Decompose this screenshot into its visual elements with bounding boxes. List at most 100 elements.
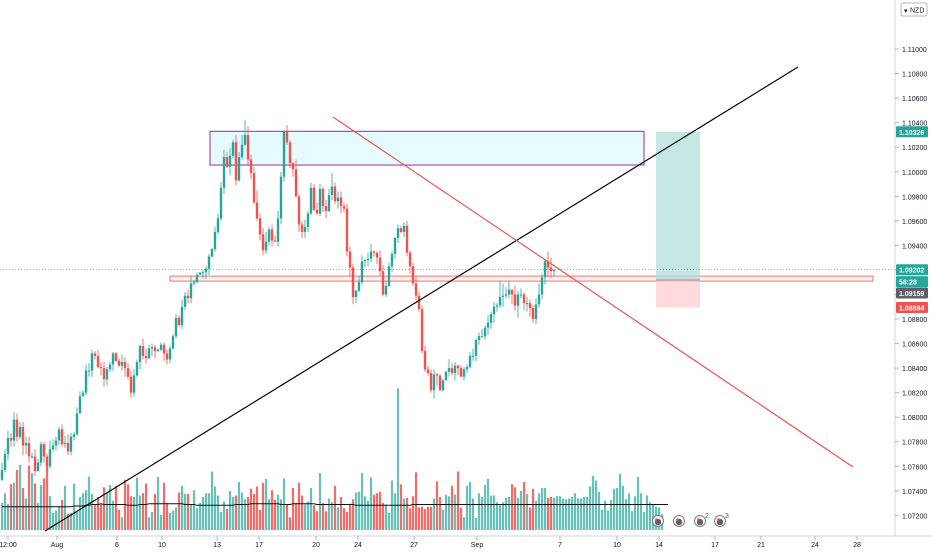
economic-event-icon[interactable] [673,515,685,527]
volume-bar [285,504,289,530]
candle-body [351,267,355,297]
candle-body [105,369,109,380]
event-marker-flag [655,518,658,521]
candle-body [138,346,142,362]
volume-bar [378,491,382,530]
candle-body [435,374,439,376]
volume-bar [309,488,313,530]
candle-body [201,272,205,274]
volume-bar [393,493,397,530]
volume-bar [291,488,295,530]
volume-bar [114,485,118,530]
volume-bar [345,512,349,530]
candle-body [360,261,364,283]
economic-event-icon[interactable]: 3 [714,513,730,527]
candle-body [438,375,442,391]
volume-bar [132,497,136,530]
candle-body [258,218,262,235]
volume-bar [465,485,469,530]
price-tick-label: 1.09800 [902,194,927,201]
volume-bar [636,476,640,530]
candle-body [219,187,223,219]
time-tick-label: 21 [757,542,765,549]
volume-bar [198,503,202,530]
candle-body [315,209,319,214]
volume-bar [435,481,439,530]
candle-body [519,294,523,296]
volume-bar [18,464,22,530]
candle-body [516,294,520,306]
volume-bar [312,505,316,530]
candle-body [156,349,160,351]
candle-body [78,396,82,414]
volume-bar [54,510,58,530]
volume-bar [75,512,79,530]
volume-bar [414,472,418,530]
volume-bar [327,498,331,530]
candle-body [444,371,448,381]
volume-bar [21,488,25,530]
volume-bar [189,504,193,530]
volume-bar [63,485,67,530]
volume-bar [222,501,226,530]
volume-bar [612,488,616,530]
currency-badge[interactable]: ▾ NZD [900,2,928,17]
price-tick-label: 1.10000 [902,170,927,177]
volume-bar [357,491,361,530]
candle-body [102,368,106,380]
candle-body [270,229,274,241]
volume-bar [207,493,211,530]
candle-body [291,163,295,170]
candle-body [129,376,133,393]
volume-bar [267,499,271,530]
candle-body [261,234,265,251]
volume-bar [621,485,625,530]
time-tick-label: 10 [158,542,166,549]
volume-bar [339,497,343,530]
volume-bar [99,504,103,530]
volume-bar [138,495,142,530]
candle-body [525,303,529,305]
candle-body [33,456,37,472]
price-tick-label: 1.11000 [902,47,927,54]
volume-bar [48,496,52,530]
price-tick-label: 1.07200 [902,513,927,520]
volume-bar [153,494,157,530]
candle-body [108,364,112,370]
candle-body [141,346,145,356]
candle-body [51,445,55,450]
support-zone [169,275,874,282]
candle-body [510,289,514,295]
volume-bar [444,494,448,530]
candle-body [39,444,43,463]
candles-layer [0,120,556,482]
candle-body [330,186,334,196]
candle-body [306,213,310,228]
volume-bar [6,503,10,530]
volume-bar [489,495,493,530]
candle-body [126,368,130,377]
price-label-text: 1.08894 [899,306,924,313]
volume-bar [474,518,478,530]
volume-bar [234,495,238,530]
time-tick-label: 28 [853,542,861,549]
volume-bar [168,512,172,530]
chevron-down-icon: ▾ [904,8,908,15]
price-label-text: 58:28 [899,280,917,287]
volume-bar [42,478,46,530]
candle-body [522,294,526,304]
volume-layer [0,388,668,530]
candle-body [420,309,424,351]
economic-event-icon[interactable] [652,515,664,527]
volume-bar [213,486,217,530]
volume-bar [534,500,538,530]
volume-bar [237,482,241,530]
volume-bar [243,499,247,530]
candle-body [408,252,412,267]
candle-body [552,269,556,272]
volume-bar [186,494,190,530]
volume-bar [459,507,463,530]
economic-event-icon[interactable]: 2 [694,513,710,527]
volume-bar [78,497,82,530]
